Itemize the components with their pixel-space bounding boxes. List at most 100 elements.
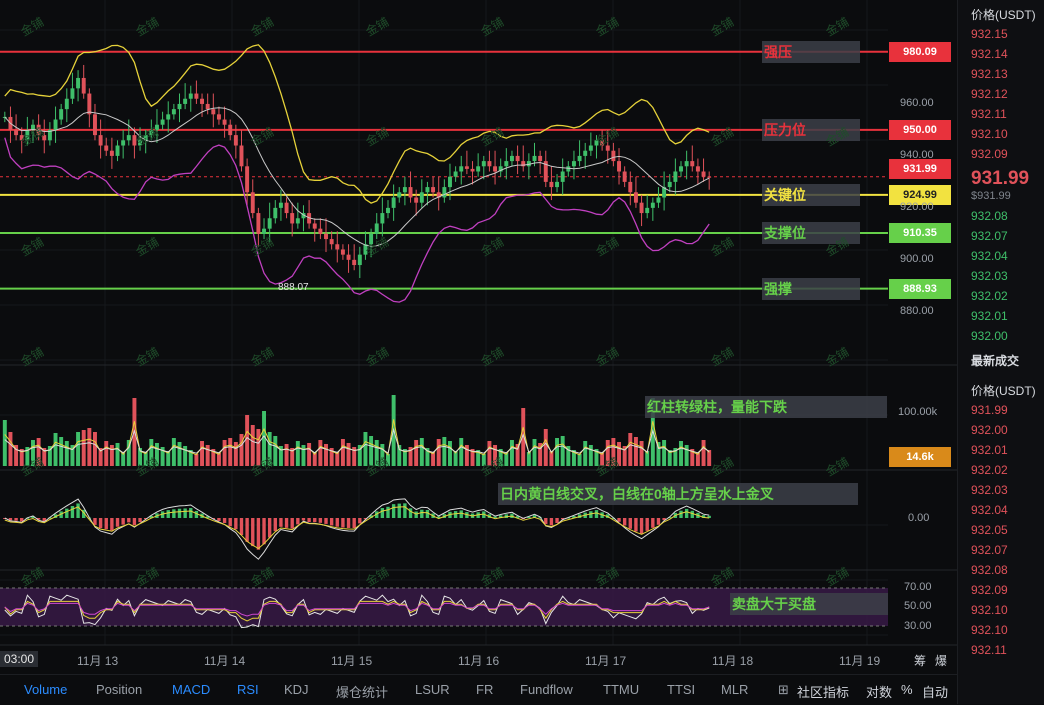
- percent-toggle[interactable]: %: [901, 682, 913, 697]
- macd-histogram-bar: [318, 518, 323, 523]
- volume-bar: [273, 436, 278, 466]
- macd-histogram-bar: [566, 517, 570, 519]
- liquidation-icon[interactable]: 爆: [935, 654, 948, 668]
- volume-bar: [340, 439, 345, 466]
- tab-kdj[interactable]: KDJ: [284, 682, 309, 697]
- candle-body: [115, 145, 120, 156]
- macd-histogram-bar: [363, 518, 368, 520]
- tab-lsur[interactable]: LSUR: [415, 682, 450, 697]
- volume-bar: [295, 441, 300, 466]
- macd-histogram-bar: [707, 515, 711, 518]
- ask-row[interactable]: 932.09: [971, 147, 1008, 161]
- ask-row[interactable]: 932.10: [971, 127, 1008, 141]
- volume-bar: [53, 433, 58, 466]
- volume-bar: [70, 445, 75, 466]
- tab-volume[interactable]: Volume: [24, 682, 68, 697]
- candle-body: [295, 218, 300, 224]
- ask-row[interactable]: 932.13: [971, 67, 1008, 81]
- tab-mlr[interactable]: MLR: [721, 682, 749, 697]
- main-chart-svg[interactable]: [0, 0, 957, 674]
- volume-bar: [521, 408, 526, 466]
- trade-list: 931.99 932.00 932.01 932.02 932.03 932.04 932.…: [958, 400, 1044, 660]
- candle-body: [391, 197, 396, 208]
- macd-histogram-bar: [279, 518, 283, 527]
- volume-bar: [560, 436, 565, 466]
- candle-body: [639, 202, 644, 214]
- macd-histogram-bar: [622, 518, 627, 526]
- tab-fundflow[interactable]: Fundflow: [520, 682, 573, 697]
- tab-liquidation[interactable]: 爆仓统计: [336, 685, 389, 700]
- bid-row[interactable]: 932.02: [971, 289, 1008, 303]
- candle-body: [521, 161, 526, 167]
- macd-histogram-bar: [104, 518, 108, 530]
- bid-row[interactable]: 932.04: [971, 249, 1008, 263]
- volume-bar: [504, 453, 509, 466]
- candle-body: [684, 161, 689, 167]
- ask-row[interactable]: 932.11: [971, 107, 1007, 121]
- candle-body: [448, 176, 452, 188]
- community-icon[interactable]: ⊞: [778, 682, 789, 697]
- tab-ttmu[interactable]: TTMU: [603, 682, 640, 697]
- macd-histogram-bar: [527, 516, 531, 518]
- candle-body: [662, 187, 667, 198]
- chart-area[interactable]: 强压 980.09 压力位 950.00 关键位 924.99 支撑位 910.35 强撑 888…: [0, 0, 957, 704]
- macd-histogram-bar: [391, 504, 396, 518]
- candle-body: [31, 124, 35, 130]
- candle-body: [233, 135, 238, 146]
- rsi-annotation: 卖盘大于买盘: [730, 593, 888, 615]
- volume-current-tag: 14.6k: [889, 447, 951, 467]
- community-indicators[interactable]: 社区指标: [797, 685, 850, 700]
- tab-position[interactable]: Position: [96, 682, 143, 697]
- candle-body: [538, 155, 543, 162]
- tab-fr[interactable]: FR: [476, 682, 494, 697]
- bid-row[interactable]: 932.00: [971, 329, 1008, 343]
- bid-row[interactable]: 932.08: [971, 209, 1008, 223]
- candle-body: [166, 114, 171, 120]
- candle-body: [104, 145, 109, 151]
- chip-icon[interactable]: 筹: [914, 654, 927, 668]
- candle-body: [278, 202, 283, 208]
- macd-histogram-bar: [239, 518, 244, 536]
- bid-row[interactable]: 932.07: [971, 229, 1008, 243]
- bid-row[interactable]: 932.01: [971, 309, 1008, 323]
- macd-histogram-bar: [194, 510, 199, 518]
- macd-histogram-bar: [639, 518, 644, 534]
- macd-tick: 0.00: [908, 512, 930, 524]
- candle-body: [245, 166, 250, 193]
- volume-bar: [617, 442, 621, 466]
- volume-bar: [476, 450, 481, 466]
- volume-bar: [188, 450, 193, 466]
- volume-bar: [143, 452, 148, 466]
- volume-bar: [239, 434, 244, 466]
- auto-toggle[interactable]: 自动: [922, 685, 949, 700]
- order-book-panel: 价格(USDT) 932.15 932.14 932.13 932.12 932.11 9…: [957, 0, 1044, 704]
- candle-body: [667, 181, 672, 188]
- ask-row[interactable]: 932.14: [971, 47, 1008, 61]
- volume-bar: [408, 447, 413, 466]
- candle-body: [577, 155, 582, 162]
- volume-bar: [436, 439, 441, 466]
- tab-rsi[interactable]: RSI: [237, 682, 259, 697]
- ask-row[interactable]: 932.15: [971, 27, 1008, 41]
- candle-body: [605, 145, 610, 151]
- candle-body: [588, 145, 593, 151]
- macd-histogram-bar: [634, 518, 638, 532]
- volume-bar: [25, 447, 30, 466]
- macd-annotation: 日内黄白线交叉，白线在0轴上方呈水上金叉: [498, 483, 858, 505]
- low-marker: 888.07: [278, 282, 309, 293]
- volume-bar: [673, 448, 678, 466]
- volume-bar: [397, 445, 402, 466]
- volume-bar: [538, 443, 543, 466]
- volume-bar: [160, 447, 165, 466]
- candle-body: [408, 187, 413, 198]
- trade-row: 932.07: [971, 543, 1008, 557]
- macd-histogram-bar: [324, 518, 328, 524]
- tab-ttsi[interactable]: TTSI: [667, 682, 696, 697]
- bid-row[interactable]: 932.03: [971, 269, 1008, 283]
- level-label: 压力位: [762, 118, 860, 141]
- ask-row[interactable]: 932.12: [971, 87, 1008, 101]
- tab-macd[interactable]: MACD: [172, 682, 211, 697]
- macd-histogram-bar: [499, 515, 503, 518]
- macd-histogram-bar: [121, 518, 125, 525]
- log-toggle[interactable]: 对数: [866, 685, 893, 700]
